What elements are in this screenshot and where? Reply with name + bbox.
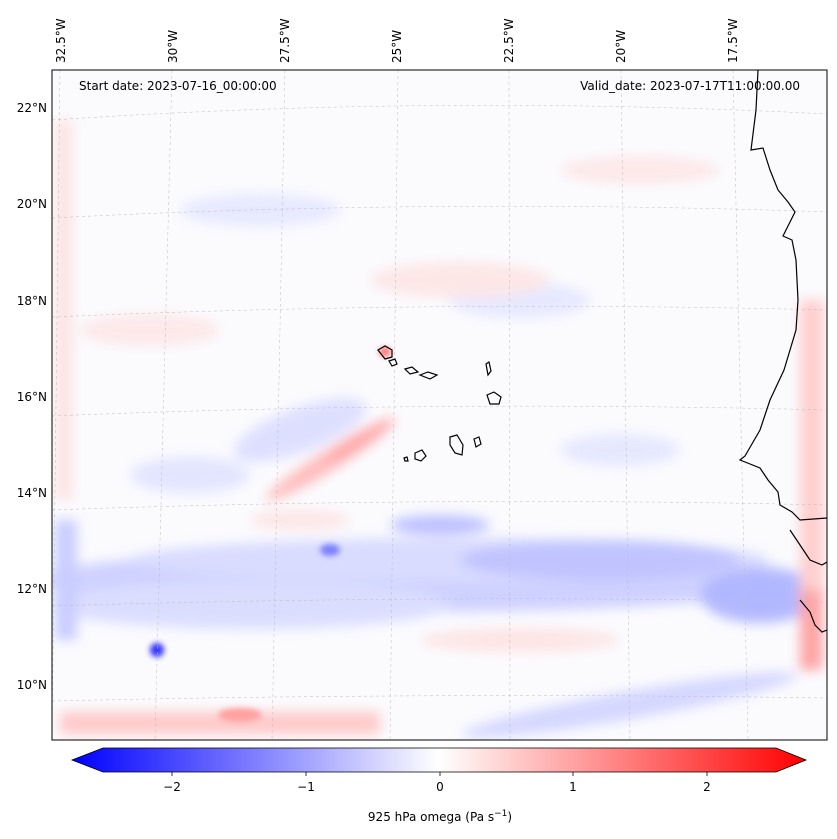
colorbar-tick-1: 1 xyxy=(569,780,577,794)
latitude-labels: 22°N 20°N 18°N 16°N 14°N 12°N 10°N xyxy=(17,101,47,692)
island-santiago xyxy=(449,434,464,456)
island-brava xyxy=(403,456,409,462)
lon-label-22-5w: 22.5°W xyxy=(502,18,516,63)
africa-coastline xyxy=(738,70,827,521)
colorbar: −2 −1 0 1 2 925 hPa omega (Pa s−1) xyxy=(70,747,808,824)
lon-label-30w: 30°W xyxy=(166,30,180,63)
lat-label-16n: 16°N xyxy=(17,390,47,404)
colorbar-ticks xyxy=(171,772,708,776)
island-maio xyxy=(473,436,482,448)
island-boa-vista xyxy=(486,391,502,405)
colorbar-title-suffix: ) xyxy=(507,810,512,824)
colorbar-title-main: 925 hPa omega (Pa s xyxy=(368,810,494,824)
longitude-labels: 32.5°W 30°W 27.5°W 25°W 22.5°W 20°W 17.5… xyxy=(54,18,740,63)
lon-label-25w: 25°W xyxy=(390,30,404,63)
lon-label-17-5w: 17.5°W xyxy=(726,18,740,63)
colorbar-tick-minus-1: −1 xyxy=(297,780,315,794)
lat-label-18n: 18°N xyxy=(17,294,47,308)
valid-date-label: Valid_date: 2023-07-17T11:00:00.00 xyxy=(580,79,800,93)
island-santo-antao xyxy=(377,345,393,360)
island-sao-nicolau xyxy=(403,366,420,375)
lat-label-14n: 14°N xyxy=(17,486,47,500)
start-date-label: Start date: 2023-07-16_00:00:00 xyxy=(79,79,277,93)
colorbar-tick-2: 2 xyxy=(703,780,711,794)
lat-label-10n: 10°N xyxy=(17,678,47,692)
guinea-coast xyxy=(799,599,827,633)
lat-label-20n: 20°N xyxy=(17,197,47,211)
coastlines xyxy=(377,70,827,633)
island-fogo xyxy=(414,449,427,462)
map-frame xyxy=(51,69,828,741)
island-sal xyxy=(485,361,492,377)
island-santa-luzia xyxy=(418,371,439,380)
omega-field xyxy=(52,120,824,738)
lon-label-20w: 20°W xyxy=(614,30,628,63)
lat-label-12n: 12°N xyxy=(17,582,47,596)
west-africa-small-coast xyxy=(789,529,827,566)
island-sao-vicente xyxy=(388,358,398,367)
lon-label-27-5w: 27.5°W xyxy=(278,18,292,63)
colorbar-tick-0: 0 xyxy=(436,780,444,794)
colorbar-title: 925 hPa omega (Pa s−1) xyxy=(368,809,512,824)
colorbar-title-superscript: −1 xyxy=(494,809,507,819)
map-panel xyxy=(52,70,827,740)
lon-label-32-5w: 32.5°W xyxy=(54,18,68,63)
gridlines xyxy=(52,70,827,740)
lat-label-22n: 22°N xyxy=(17,101,47,115)
map-background xyxy=(52,70,827,740)
colorbar-tick-minus-2: −2 xyxy=(163,780,181,794)
colorbar-gradient xyxy=(70,747,808,773)
